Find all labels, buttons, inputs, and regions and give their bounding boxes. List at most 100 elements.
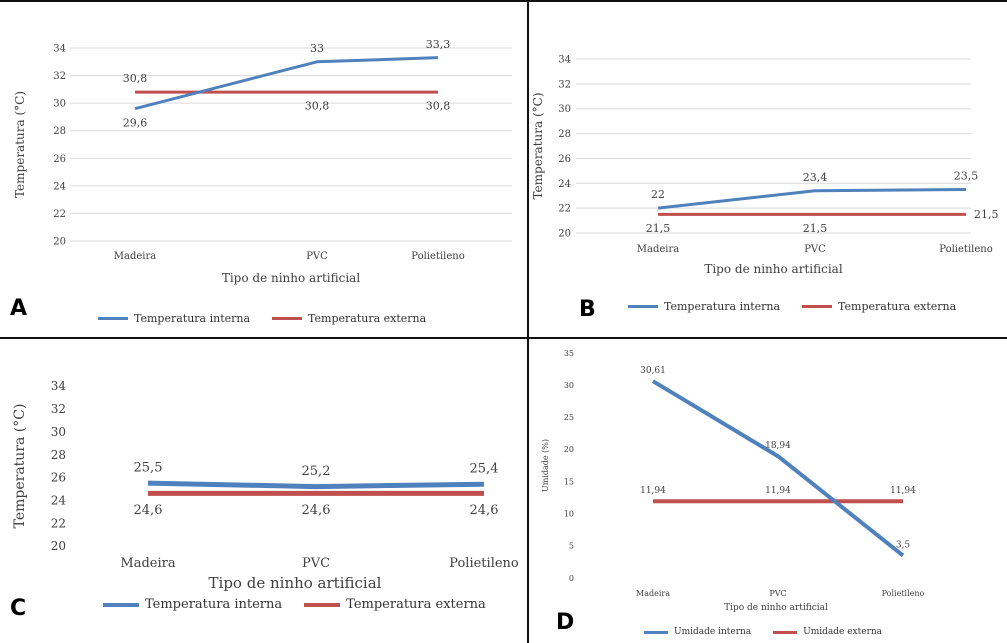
y-tick-label: 10 xyxy=(564,510,574,519)
y-axis-label: Temperatura (°C) xyxy=(12,404,28,529)
x-axis-label: Tipo de ninho artificial xyxy=(222,271,360,285)
data-label: 24,6 xyxy=(470,503,499,518)
x-tick-label: Madeira xyxy=(636,589,670,598)
y-tick-label: 30 xyxy=(53,99,66,110)
chart-b-svg: 20 22 24 26 28 30 32 34 Madeira PVC Polietileno Tip… xyxy=(531,55,999,277)
data-label: 3,5 xyxy=(896,540,911,550)
legend-label: Temperatura interna xyxy=(664,300,781,313)
legend-item-external: Temperatura externa xyxy=(304,597,486,612)
y-tick-label: 22 xyxy=(558,204,571,215)
legend-label: Umidade interna xyxy=(674,627,752,637)
y-tick-label: 28 xyxy=(558,129,571,140)
data-label: 25,2 xyxy=(302,464,331,479)
x-tick-label: Madeira xyxy=(114,251,156,262)
chart-panel-d: 0 5 10 15 20 25 30 35 Madeira PVC Polietileno Tipo … xyxy=(528,338,1007,643)
x-axis-label: Tipo de ninho artificial xyxy=(704,262,842,276)
y-tick-label: 24 xyxy=(51,493,67,507)
y-tick-label: 25 xyxy=(564,413,574,422)
legend-swatch xyxy=(103,602,139,607)
frame-vertical-divider xyxy=(527,0,529,643)
y-tick-label: 35 xyxy=(564,349,574,358)
frame-horizontal-divider xyxy=(0,337,1007,339)
y-tick-label: 34 xyxy=(51,379,67,393)
series-line-internal xyxy=(651,379,905,558)
legend-item-external: Temperatura externa xyxy=(802,300,956,313)
y-tick-label: 5 xyxy=(569,542,574,551)
y-tick-label: 26 xyxy=(53,154,66,165)
legend-label: Temperatura interna xyxy=(134,312,251,325)
legend-d: Umidade interna Umidade externa xyxy=(644,627,882,637)
data-label: 11,94 xyxy=(640,486,666,496)
legend-swatch xyxy=(304,602,341,607)
panel-label-a: A xyxy=(10,296,28,321)
y-axis-label: Umidade (%) xyxy=(541,439,550,492)
legend-label: Temperatura externa xyxy=(346,597,486,612)
chart-panel-b: 20 22 24 26 28 30 32 34 Madeira PVC Polietileno Tip… xyxy=(528,0,1007,338)
legend-swatch xyxy=(644,630,668,634)
y-axis-label: Temperatura (°C) xyxy=(531,92,545,199)
y-tick-label: 30 xyxy=(564,381,574,390)
legend-item-internal: Umidade interna xyxy=(644,627,751,637)
panel-label-b: B xyxy=(579,297,596,322)
y-tick-label: 26 xyxy=(558,154,571,165)
y-tick-label: 20 xyxy=(53,237,66,248)
y-tick-label: 32 xyxy=(558,79,571,90)
y-tick-label: 20 xyxy=(558,229,571,240)
series-line-internal xyxy=(134,56,439,111)
data-label: 22 xyxy=(651,188,665,201)
x-tick-label: Madeira xyxy=(637,244,679,255)
x-tick-label: Polietileno xyxy=(411,251,464,262)
x-tick-label: Polietileno xyxy=(449,556,519,571)
legend-c: Temperatura interna Temperatura externa xyxy=(103,597,486,612)
legend-swatch xyxy=(628,305,658,308)
data-label: 30,8 xyxy=(426,100,451,113)
x-axis-label: Tipo de ninho artificial xyxy=(724,603,828,613)
y-tick-label: 30 xyxy=(51,425,66,439)
data-label: 21,5 xyxy=(646,222,671,235)
y-tick-label: 24 xyxy=(558,179,571,190)
data-label: 23,4 xyxy=(803,171,828,184)
data-label: 30,8 xyxy=(305,100,330,113)
chart-c-svg: 20 22 24 26 28 30 32 34 Madeira PVC Polietileno Tip… xyxy=(12,379,519,592)
x-axis-label: Tipo de ninho artificial xyxy=(209,574,382,592)
legend-b: Temperatura interna Temperatura externa xyxy=(628,300,956,313)
data-label: 30,8 xyxy=(123,72,148,85)
data-label: 24,6 xyxy=(134,503,163,518)
chart-d-svg: 0 5 10 15 20 25 30 35 Madeira PVC Polietileno Tipo … xyxy=(541,349,925,613)
legend-label: Temperatura interna xyxy=(145,597,283,612)
legend-item-external: Temperatura externa xyxy=(272,312,426,325)
panel-label-c: C xyxy=(10,596,27,621)
y-tick-label: 28 xyxy=(53,126,66,137)
x-tick-label: Polietileno xyxy=(882,589,925,598)
data-label: 30,61 xyxy=(640,366,666,376)
data-label: 23,5 xyxy=(954,170,979,183)
chart-panel-c: 20 22 24 26 28 30 32 34 Madeira PVC Polietileno Tip… xyxy=(0,338,528,643)
legend-swatch xyxy=(272,317,303,320)
y-tick-label: 28 xyxy=(51,448,66,462)
series-line-internal xyxy=(657,188,967,210)
x-tick-label: Polietileno xyxy=(939,244,992,255)
y-tick-label: 34 xyxy=(558,55,571,66)
y-tick-label: 15 xyxy=(564,477,574,486)
legend-swatch xyxy=(802,305,833,308)
y-tick-label: 30 xyxy=(558,104,571,115)
y-tick-label: 20 xyxy=(564,445,574,454)
x-tick-label: PVC xyxy=(769,589,786,598)
frame-top xyxy=(0,0,1007,2)
data-label: 24,6 xyxy=(302,503,331,518)
legend-label: Temperatura externa xyxy=(308,312,427,325)
legend-item-internal: Temperatura interna xyxy=(628,300,780,313)
y-tick-label: 22 xyxy=(53,209,66,220)
chart-a-svg: 20 22 24 26 28 30 32 34 Madeira PVC Polietileno Tip… xyxy=(13,38,512,285)
data-label: 33,3 xyxy=(426,38,451,51)
legend-label: Umidade externa xyxy=(803,627,883,637)
legend-item-internal: Temperatura interna xyxy=(103,597,282,612)
data-label: 11,94 xyxy=(890,486,916,496)
x-tick-label: PVC xyxy=(306,251,328,262)
panel-label-d: D xyxy=(556,610,575,635)
y-tick-label: 24 xyxy=(53,181,66,192)
y-tick-label: 34 xyxy=(53,44,66,55)
legend-label: Temperatura externa xyxy=(838,300,957,313)
data-label: 29,6 xyxy=(123,116,148,129)
data-label: 21,5 xyxy=(974,208,999,221)
